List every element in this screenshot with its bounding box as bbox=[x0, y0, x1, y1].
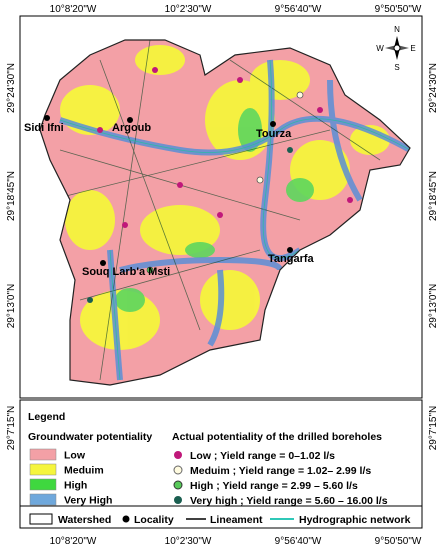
locality-point bbox=[100, 260, 106, 266]
right-coord: 29°24'30"N bbox=[428, 63, 439, 113]
locality-label: Souq Larb'a Msti bbox=[82, 266, 170, 278]
borehole-label: Very high ; Yield range = 5.60 – 16.00 l… bbox=[190, 495, 388, 507]
borehole-label: Meduim ; Yield range = 1.02– 2.99 l/s bbox=[190, 465, 371, 477]
compass: N E S W bbox=[376, 25, 415, 72]
locality-label: Argoub bbox=[112, 122, 151, 134]
gw-swatch bbox=[29, 463, 57, 476]
compass-w: W bbox=[376, 44, 384, 53]
borehole-symbol bbox=[173, 480, 183, 490]
locality-point bbox=[287, 247, 293, 253]
compass-s: S bbox=[394, 63, 399, 72]
gw-label: Very High bbox=[64, 495, 112, 507]
right-coord: 29°13'0"N bbox=[428, 284, 439, 329]
gw-swatch bbox=[29, 493, 57, 506]
top-coord: 10°8'20"W bbox=[50, 4, 97, 15]
bottom-coord: 9°50'50"W bbox=[375, 536, 422, 547]
symbol-label: Hydrographic network bbox=[299, 514, 411, 526]
locality-label: Tangarfa bbox=[268, 253, 315, 265]
legend-box bbox=[19, 399, 423, 529]
top-coord: 10°2'30"W bbox=[165, 4, 212, 15]
locality-point bbox=[270, 121, 276, 127]
gw-swatch bbox=[29, 448, 57, 461]
bottom-coord: 10°2'30"W bbox=[165, 536, 212, 547]
top-coord: 9°56'40"W bbox=[275, 4, 322, 15]
locality-label: Sidi Ifni bbox=[24, 122, 64, 134]
bottom-coord: 10°8'20"W bbox=[50, 536, 97, 547]
locality-label: Tourza bbox=[256, 128, 292, 140]
left-coord: 29°18'45"N bbox=[6, 171, 17, 221]
left-coord: 29°7'15"N bbox=[6, 406, 17, 451]
locality-point bbox=[127, 117, 133, 123]
right-coord: 29°7'15"N bbox=[428, 406, 439, 451]
borehole-symbol bbox=[173, 465, 183, 475]
symbol-label: Locality bbox=[134, 514, 174, 526]
watershed-symbol bbox=[29, 513, 53, 525]
borehole-label: Low ; Yield range = 0–1.02 l/s bbox=[190, 450, 335, 462]
borehole-title: Actual potentiality of the drilled boreh… bbox=[172, 431, 382, 443]
left-coord: 29°13'0"N bbox=[6, 284, 17, 329]
right-coord: 29°18'45"N bbox=[428, 171, 439, 221]
symbol-label: Lineament bbox=[210, 514, 263, 526]
top-coord: 9°50'50"W bbox=[375, 4, 422, 15]
bottom-coord: 9°56'40"W bbox=[275, 536, 322, 547]
gw-label: High bbox=[64, 480, 87, 492]
locality-symbol bbox=[122, 515, 130, 523]
borehole-label: High ; Yield range = 2.99 – 5.60 l/s bbox=[190, 480, 358, 492]
compass-e: E bbox=[410, 44, 415, 53]
legend-title: Legend bbox=[28, 411, 65, 423]
gw-swatch bbox=[29, 478, 57, 491]
left-coord: 29°24'30"N bbox=[6, 63, 17, 113]
watershed-outline bbox=[39, 39, 411, 386]
gw-label: Meduim bbox=[64, 465, 104, 477]
borehole-symbol bbox=[174, 451, 182, 459]
groundwater-title: Groundwater potentiality bbox=[28, 431, 152, 443]
compass-n: N bbox=[394, 25, 400, 34]
locality-point bbox=[44, 115, 50, 121]
gw-label: Low bbox=[64, 450, 86, 462]
symbol-label: Watershed bbox=[58, 514, 111, 526]
borehole-symbol bbox=[174, 496, 182, 504]
